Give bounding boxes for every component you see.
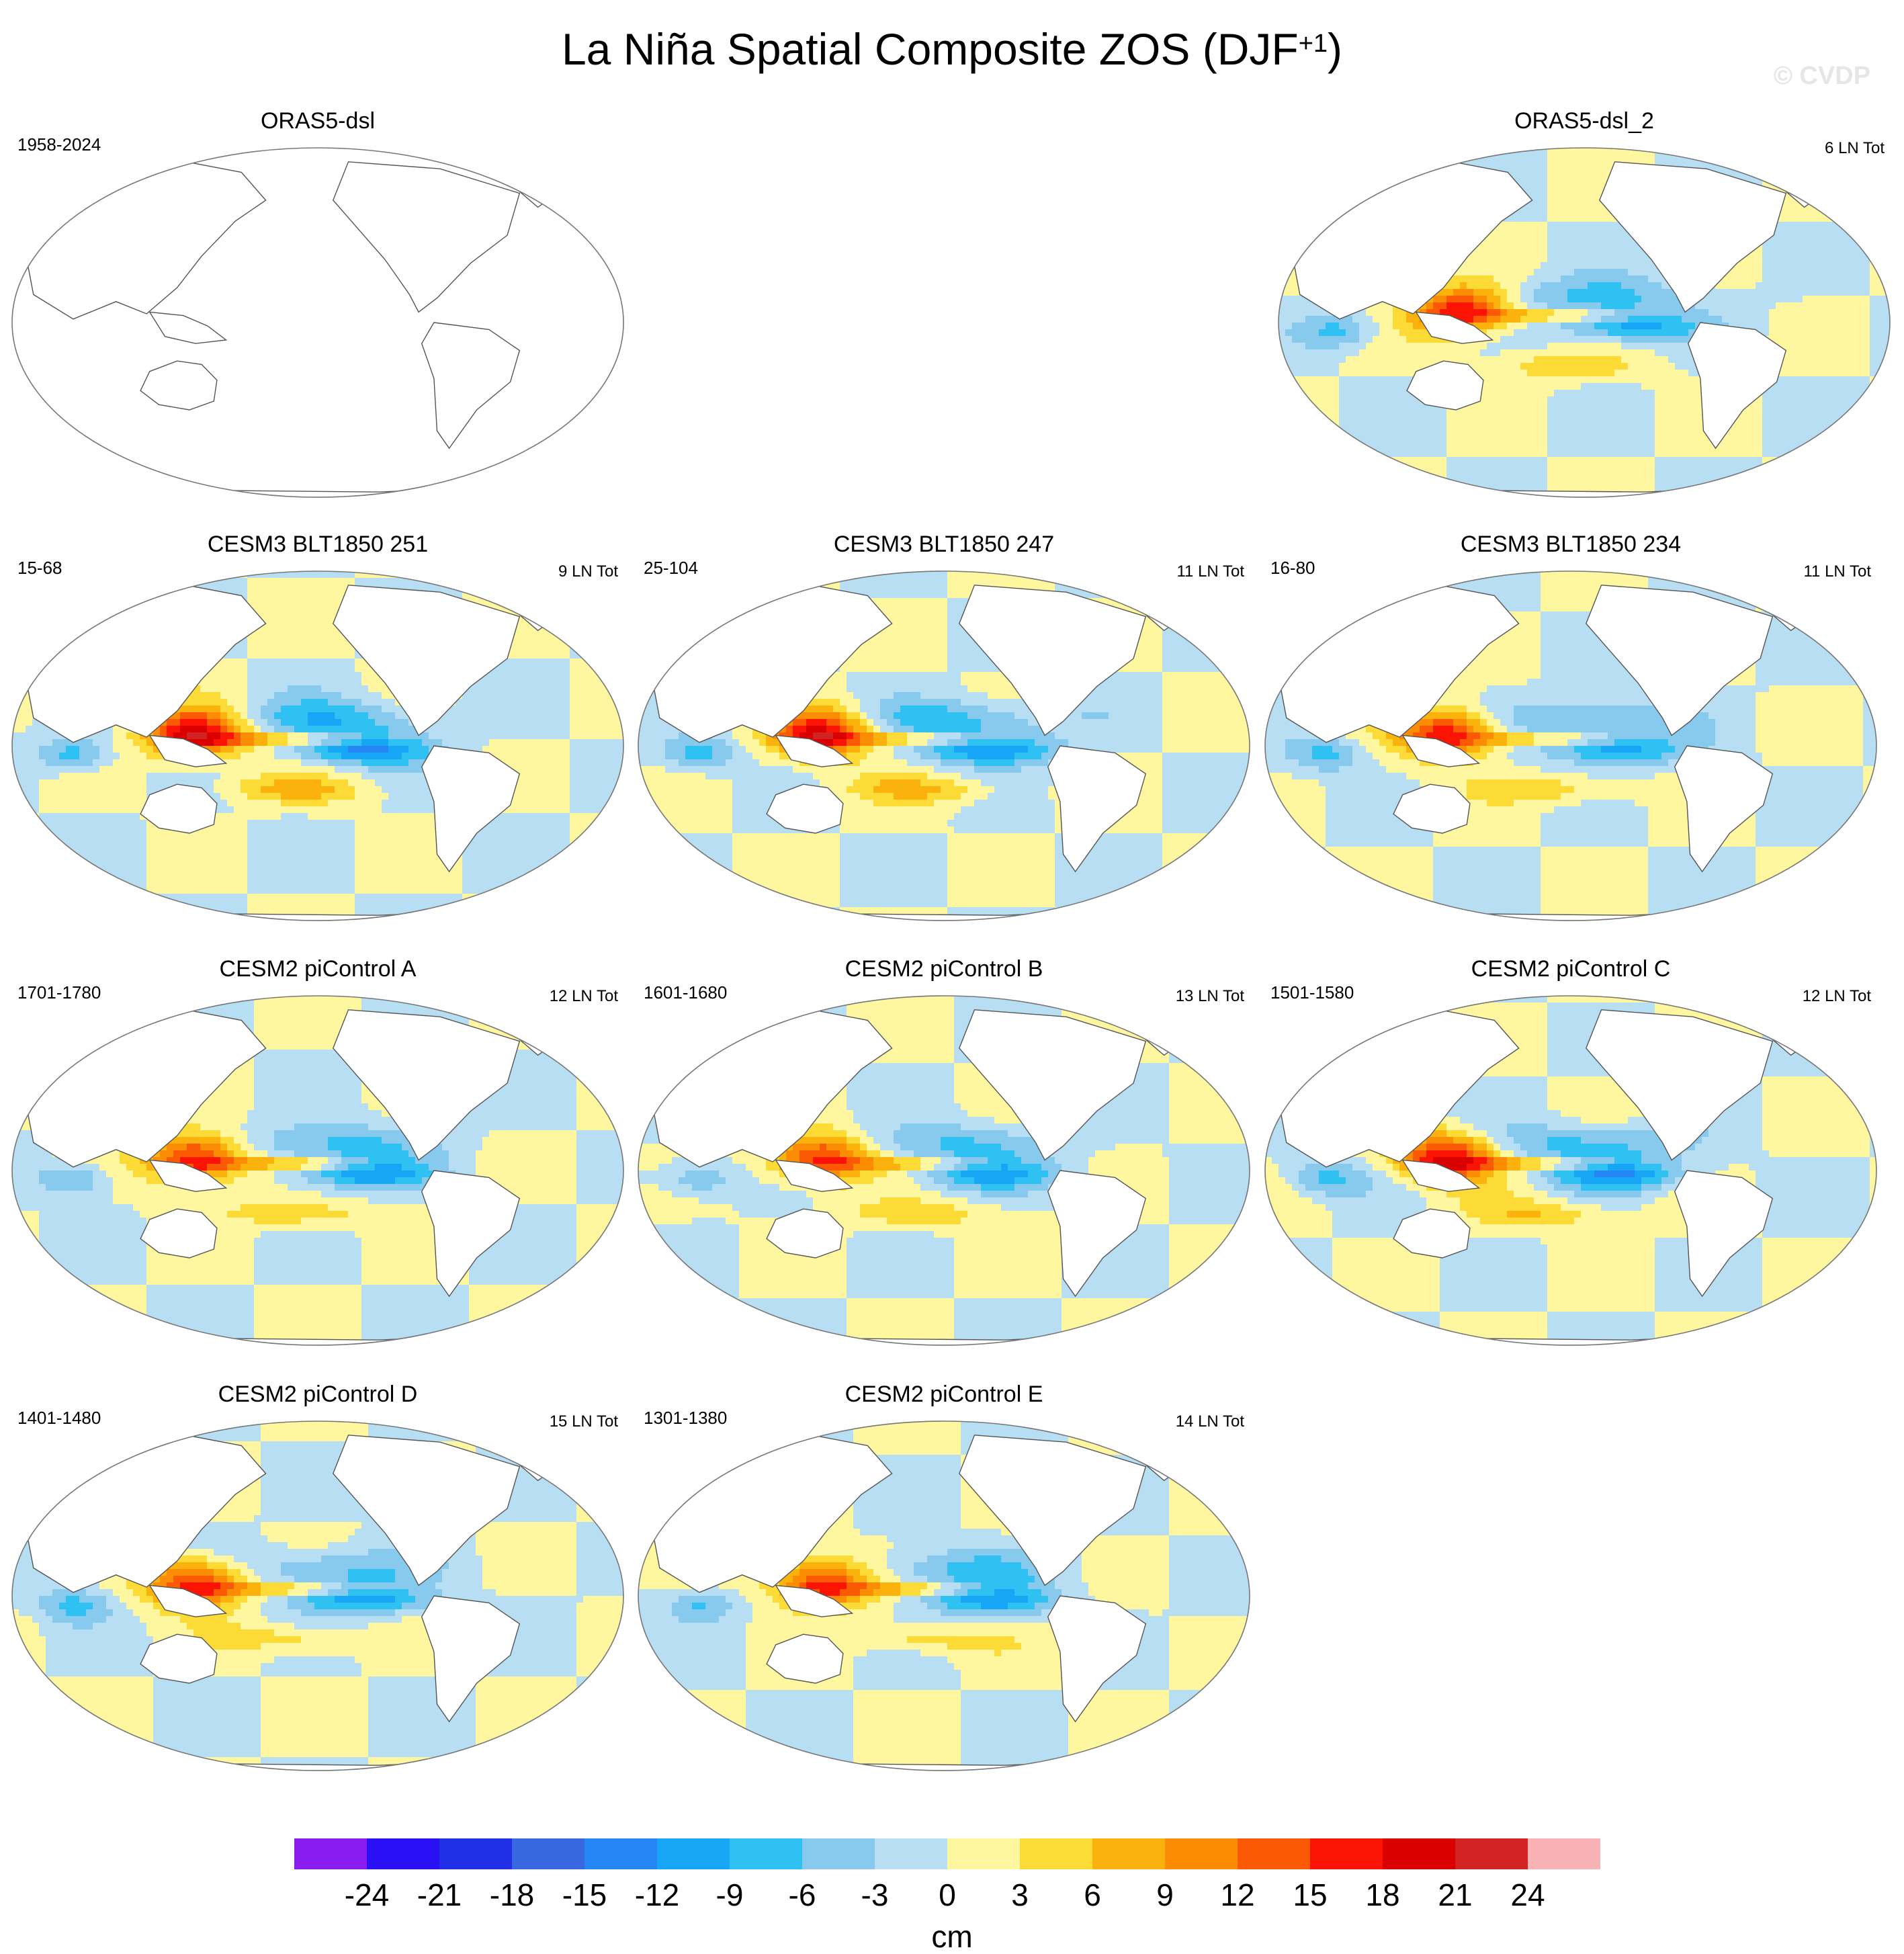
colorbar-segment [512, 1838, 585, 1869]
panel-title: CESM2 piControl E [632, 1381, 1256, 1408]
continent-maritime [150, 312, 226, 343]
map-plot [1272, 134, 1897, 538]
zos-field [5, 558, 630, 961]
colorbar: -24 -21 -18 -15 -12 -9 -6 -3 0 3 6 9 12 15 18 21 24 [294, 1838, 1611, 1919]
colorbar-segment [1455, 1838, 1528, 1869]
colorbar-segment [1092, 1838, 1165, 1869]
colorbar-segment [802, 1838, 875, 1869]
continent-outlines [18, 155, 562, 497]
continent-southAmerica [422, 323, 520, 448]
zos-field [1258, 982, 1883, 1386]
colorbar-tick-label: 3 [1011, 1877, 1029, 1912]
continent-australia [140, 361, 217, 410]
panel-title: CESM2 piControl C [1258, 955, 1883, 982]
colorbar-segment [294, 1838, 367, 1869]
colorbar-tick-label: 9 [1156, 1877, 1174, 1912]
colorbar-segment [657, 1838, 730, 1869]
panel-title: CESM3 BLT1850 234 [1258, 531, 1883, 558]
panel-title: CESM3 BLT1850 251 [5, 531, 630, 558]
watermark: © CVDP [1774, 62, 1870, 91]
colorbar-segment [585, 1838, 657, 1869]
colorbar-tick-label: -21 [417, 1877, 462, 1912]
zos-field [632, 982, 1256, 1386]
colorbar-segment [367, 1838, 439, 1869]
map-plot [632, 558, 1256, 961]
zos-field [1272, 134, 1897, 538]
colorbar-tick-label: -6 [789, 1877, 816, 1912]
map-plot [5, 558, 630, 961]
colorbar-segment [730, 1838, 802, 1869]
zos-field [632, 1408, 1256, 1811]
map-plot [632, 982, 1256, 1386]
zos-field [5, 1408, 630, 1811]
panel-title: CESM2 piControl A [5, 955, 630, 982]
colorbar-tick-label: -15 [562, 1877, 607, 1912]
continent-northAmerica [333, 162, 520, 312]
continent-antarctica [43, 480, 563, 497]
colorbar-segment [875, 1838, 947, 1869]
zos-field [5, 982, 630, 1386]
colorbar-segment [1383, 1838, 1455, 1869]
colorbar-tick-label: 12 [1220, 1877, 1254, 1912]
panel-title: CESM2 piControl B [632, 955, 1256, 982]
figure-title: La Niña Spatial Composite ZOS (DJF+1) [0, 19, 1904, 79]
figure-title-suffix: ) [1328, 24, 1342, 74]
colorbar-segment [439, 1838, 512, 1869]
map-plot [5, 134, 630, 538]
colorbar-tick-label: 6 [1084, 1877, 1101, 1912]
colorbar-segment [1310, 1838, 1383, 1869]
figure-title-text: La Niña Spatial Composite ZOS (DJF [562, 24, 1299, 74]
map-plot [1258, 982, 1883, 1386]
colorbar-tick-label: -24 [345, 1877, 389, 1912]
zos-field [1258, 558, 1883, 961]
colorbar-segment [947, 1838, 1020, 1869]
panel-title: ORAS5-dsl_2 [1272, 108, 1897, 134]
figure-title-superscript: +1 [1299, 30, 1328, 58]
colorbar-units-label: cm [0, 1920, 1904, 1953]
map-plot [5, 1408, 630, 1811]
colorbar-tick-label: 24 [1510, 1877, 1545, 1912]
colorbar-tick-label: 0 [939, 1877, 956, 1912]
colorbar-segment [1528, 1838, 1600, 1869]
map-plot [1258, 558, 1883, 961]
colorbar-tick-label: -9 [716, 1877, 744, 1912]
panel-title: CESM2 piControl D [5, 1381, 630, 1408]
colorbar-segment [1165, 1838, 1238, 1869]
map-plot [5, 982, 630, 1386]
colorbar-tick-label: 18 [1365, 1877, 1399, 1912]
colorbar-tick-label: -3 [861, 1877, 889, 1912]
colorbar-segment [1020, 1838, 1092, 1869]
panel-title: ORAS5-dsl [5, 108, 630, 134]
colorbar-tick-label: 15 [1293, 1877, 1327, 1912]
colorbar-tick-label: -12 [635, 1877, 679, 1912]
zos-field [632, 558, 1256, 961]
map-plot [632, 1408, 1256, 1811]
colorbar-segment [1238, 1838, 1310, 1869]
colorbar-tick-label: -18 [490, 1877, 534, 1912]
panel-title: CESM3 BLT1850 247 [632, 531, 1256, 558]
colorbar-tick-label: 21 [1438, 1877, 1472, 1912]
